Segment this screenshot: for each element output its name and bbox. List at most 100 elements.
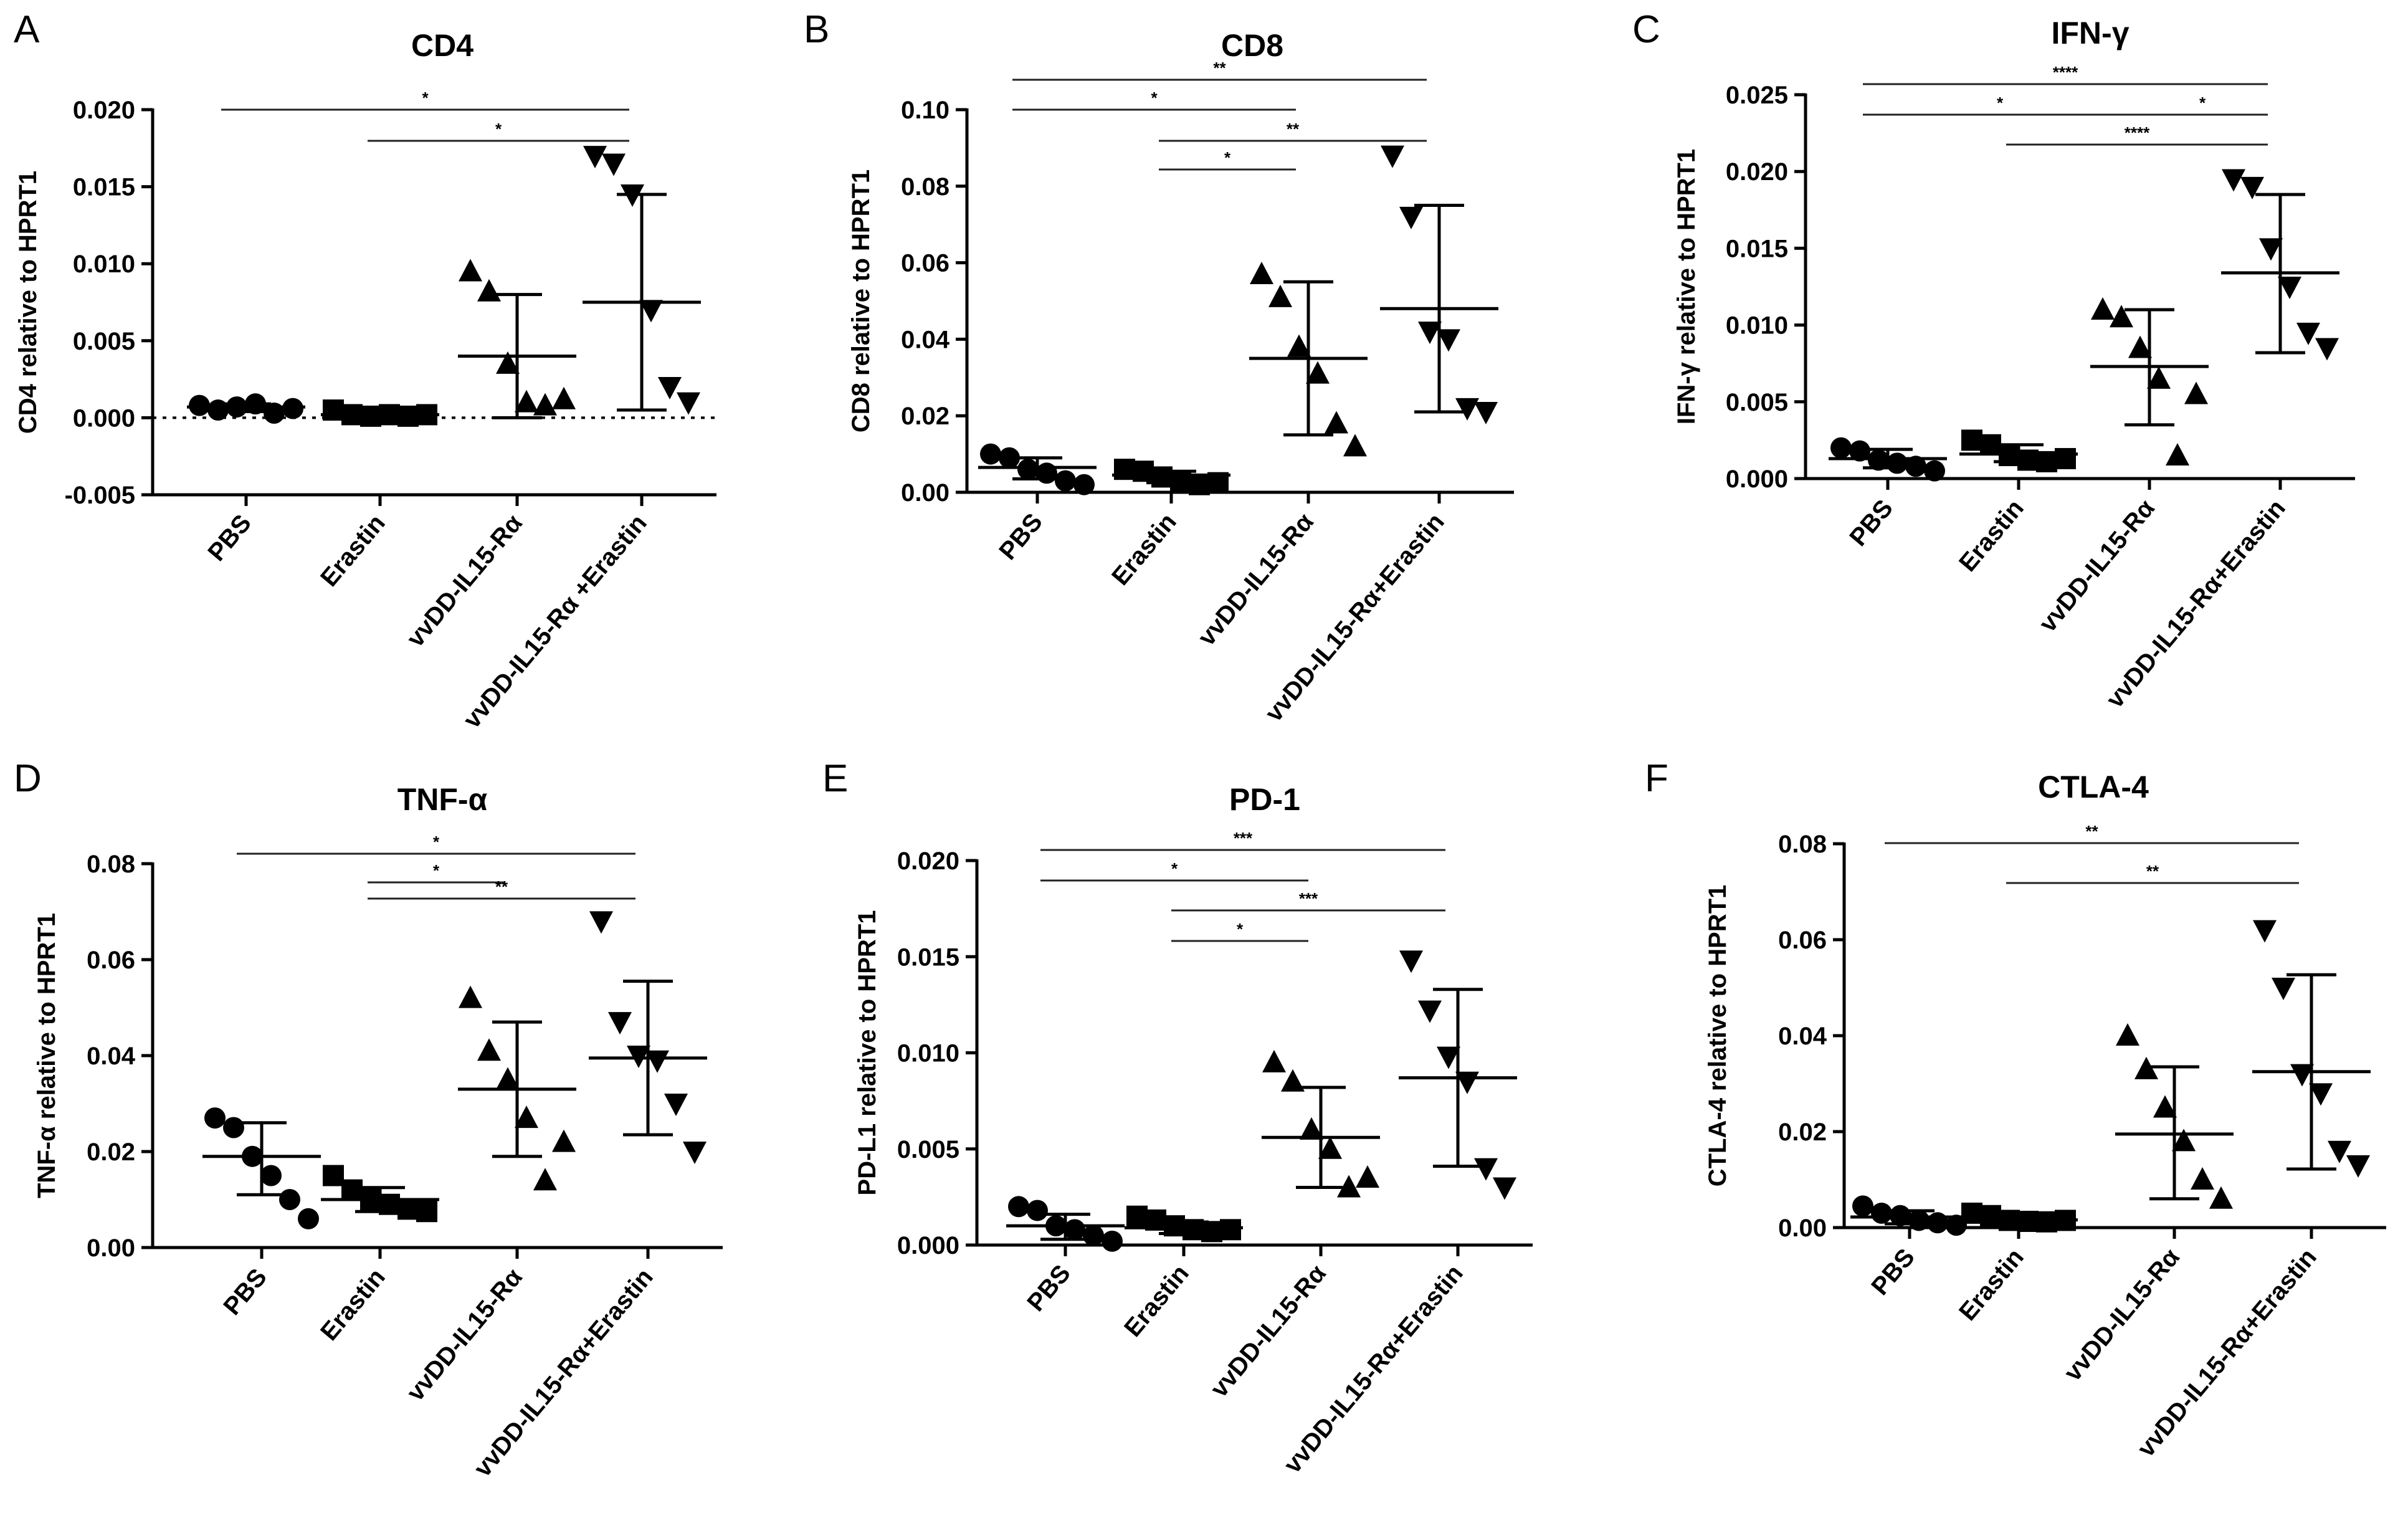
significance-label: **** bbox=[2053, 63, 2078, 82]
data-point bbox=[260, 1165, 282, 1186]
data-point bbox=[477, 279, 501, 302]
data-point bbox=[1852, 1195, 1873, 1217]
data-point bbox=[1027, 1200, 1048, 1221]
data-point bbox=[2346, 1155, 2370, 1178]
data-point bbox=[1437, 329, 1460, 352]
data-point bbox=[1437, 1046, 1460, 1069]
data-point bbox=[2253, 920, 2277, 943]
data-point bbox=[664, 1094, 688, 1116]
data-point bbox=[999, 447, 1020, 469]
panel-f: F CTLA-4 CTLA-4 relative to HPRT1 0.08 0.06 0… bbox=[1645, 757, 2386, 1463]
data-point bbox=[397, 1198, 419, 1220]
data-point bbox=[323, 399, 344, 421]
data-point bbox=[1418, 1000, 1442, 1023]
data-point bbox=[1268, 284, 1292, 307]
x-tick-label: Erastin bbox=[1954, 1244, 2029, 1326]
x-tick-label: PBS bbox=[1844, 495, 1898, 551]
data-point bbox=[2278, 277, 2301, 299]
data-point bbox=[1170, 470, 1191, 492]
data-point bbox=[639, 300, 663, 323]
significance-label: **** bbox=[2125, 123, 2150, 142]
data-point bbox=[645, 1050, 669, 1073]
x-tick-label: PBS bbox=[1866, 1244, 1920, 1301]
data-point bbox=[1474, 402, 1498, 425]
data-point bbox=[1102, 1230, 1123, 1252]
y-tick-label: 0.02 bbox=[1778, 1119, 1827, 1146]
data-point bbox=[1399, 206, 1423, 229]
y-tick-label: 0.010 bbox=[897, 1040, 959, 1067]
data-point bbox=[2296, 322, 2320, 345]
data-point bbox=[1220, 1219, 1241, 1241]
data-point bbox=[515, 1105, 538, 1129]
data-point bbox=[683, 1142, 707, 1164]
y-axis-label: PD-L1 relative to HPRT1 bbox=[854, 910, 881, 1196]
y-tick-label: 0.08 bbox=[87, 851, 135, 878]
y-tick-label: 0.02 bbox=[901, 403, 949, 430]
data-point bbox=[1036, 462, 1057, 484]
x-tick-label: vvDD-IL15-Rα bbox=[1206, 1259, 1332, 1403]
y-tick-label: 0.000 bbox=[1726, 465, 1788, 493]
x-tick-label: vvDD-IL15-Rα bbox=[1193, 508, 1320, 651]
data-point bbox=[2172, 1129, 2196, 1152]
significance-label: *** bbox=[1299, 889, 1318, 908]
significance-label: * bbox=[433, 833, 440, 851]
x-tick-label: PBS bbox=[1022, 1260, 1076, 1317]
significance-label: * bbox=[495, 120, 502, 138]
x-tick-label: vvDD-IL15-Rα bbox=[402, 509, 528, 652]
data-point bbox=[608, 1012, 632, 1035]
data-point bbox=[1126, 1205, 1148, 1227]
data-point bbox=[1287, 334, 1311, 357]
data-point bbox=[658, 376, 682, 399]
x-tick-label: Erastin bbox=[315, 1264, 391, 1346]
data-point bbox=[515, 389, 538, 413]
data-point bbox=[1017, 459, 1039, 480]
data-point bbox=[2147, 366, 2171, 389]
data-point bbox=[477, 1038, 501, 1061]
data-point bbox=[1908, 1210, 1930, 1231]
y-tick-label: 0.015 bbox=[897, 943, 959, 971]
x-tick-label: Erastin bbox=[1954, 495, 2029, 577]
data-point bbox=[1418, 322, 1442, 345]
data-point bbox=[2166, 443, 2189, 466]
data-point bbox=[2209, 1186, 2233, 1209]
data-point bbox=[2184, 381, 2208, 404]
y-tick-label: 0.00 bbox=[901, 479, 949, 507]
data-point bbox=[2240, 176, 2264, 199]
data-point bbox=[2134, 1056, 2158, 1079]
significance-label: * bbox=[1171, 859, 1178, 878]
data-point bbox=[1455, 398, 1479, 421]
data-point bbox=[1083, 1224, 1104, 1246]
data-point bbox=[1493, 1177, 1516, 1200]
significance-label: *** bbox=[1234, 829, 1253, 847]
data-point bbox=[1318, 1136, 1342, 1159]
significance-label: ** bbox=[495, 877, 508, 896]
chart-title: IFN-γ bbox=[2052, 16, 2130, 50]
chart-title: CD8 bbox=[1221, 28, 1283, 63]
significance-label: * bbox=[1237, 920, 1244, 938]
x-tick-label: vvDD-IL15-Rα bbox=[402, 1263, 528, 1406]
y-tick-label: 0.02 bbox=[87, 1138, 135, 1166]
y-axis-label: TNF-α relative to HPRT1 bbox=[33, 913, 60, 1198]
data-point bbox=[1189, 474, 1210, 495]
panel-e: E PD-1 PD-L1 relative to HPRT1 0.020 0.015 0.… bbox=[822, 757, 1533, 1479]
data-point bbox=[1381, 145, 1404, 168]
panel-letter: A bbox=[14, 8, 40, 51]
y-tick-label: 0.04 bbox=[1778, 1023, 1827, 1050]
y-tick-label: 0.10 bbox=[901, 97, 949, 124]
chart-title: TNF-α bbox=[397, 782, 488, 817]
panel-d: D TNF-α TNF-α relative to HPRT1 0.08 0.06 0.0… bbox=[14, 757, 723, 1482]
significance-label: ** bbox=[1213, 59, 1226, 77]
y-tick-label: 0.020 bbox=[73, 97, 135, 124]
data-point bbox=[1250, 262, 1273, 285]
data-point bbox=[2315, 338, 2339, 361]
data-point bbox=[2222, 169, 2245, 192]
data-point bbox=[1924, 460, 1945, 482]
y-tick-label: 0.015 bbox=[1726, 235, 1788, 262]
data-point bbox=[2191, 1167, 2214, 1190]
data-point bbox=[323, 1165, 344, 1186]
data-point bbox=[416, 1201, 437, 1223]
chart-title: CTLA-4 bbox=[2038, 770, 2149, 804]
y-tick-label: 0.010 bbox=[73, 251, 135, 278]
data-point bbox=[2272, 978, 2295, 1000]
